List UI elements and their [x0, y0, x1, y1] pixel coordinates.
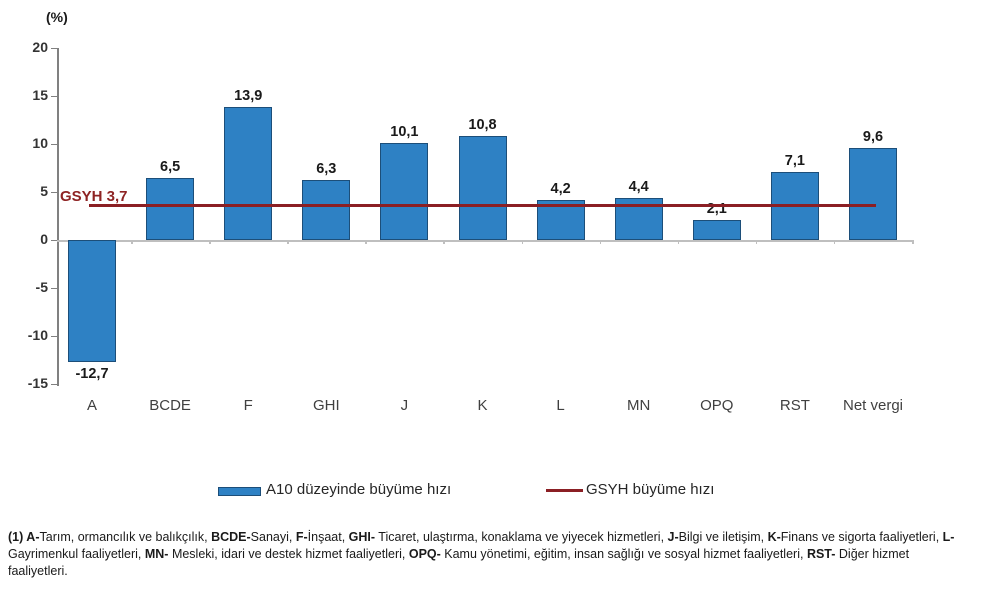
bar-A	[68, 240, 116, 362]
x-axis-tick	[287, 240, 289, 244]
legend-line-swatch	[546, 489, 583, 492]
bar-value-label-Net vergi: 9,6	[862, 128, 884, 145]
y-axis-tick-label: -15	[27, 375, 48, 391]
y-axis-tick-label: 10	[32, 135, 48, 151]
bar-value-label-J: 10,1	[390, 124, 419, 141]
bar-K	[458, 136, 507, 240]
y-axis-tick	[51, 191, 57, 193]
bar-value-label-BCDE: 6,5	[160, 158, 181, 175]
zero-baseline	[57, 240, 912, 242]
y-axis-tick	[51, 239, 57, 241]
y-axis-unit-label: (%)	[46, 9, 68, 25]
bar-value-label-RST: 7,1	[784, 152, 805, 169]
bar-value-label-F: 13,9	[234, 87, 263, 104]
footnote-segment: Mesleki, idari ve destek hizmet faaliyet…	[168, 547, 409, 561]
footnote-segment: L-	[942, 530, 955, 544]
y-axis-tick	[51, 95, 57, 97]
footnote-segment: Kamu yönetimi, eğitim, insan sağlığı ve …	[440, 547, 807, 561]
x-axis-tick	[599, 240, 602, 244]
legend-label-a10: A10 düzeyinde büyüme hızı	[266, 481, 452, 498]
bar-F	[224, 106, 273, 240]
footnote-segment: (1)	[8, 530, 27, 544]
bar-value-label-K: 10,8	[468, 117, 497, 134]
footnote-segment: OPQ-	[408, 547, 441, 561]
footnote-segment: Diğer hizmet faaliyetleri.	[8, 547, 910, 578]
footnote-segment: K-	[767, 530, 781, 544]
y-axis-tick-label: 5	[40, 183, 48, 199]
x-axis-tick	[833, 240, 836, 244]
y-axis-tick-label: 0	[40, 231, 48, 247]
footnote-segment: BCDE-	[211, 530, 251, 544]
bar-value-label-MN: 4,4	[628, 178, 649, 195]
bar-value-label-A: -12,7	[75, 365, 109, 382]
y-axis-tick-label: 15	[32, 87, 48, 103]
bar-value-label-L: 4,2	[550, 180, 571, 197]
x-axis-label-K: K	[477, 397, 488, 414]
legend-bar-swatch	[218, 487, 261, 496]
bar-OPQ	[692, 219, 741, 240]
footnote-text: (1) A-Tarım, ormancılık ve balıkçılık, B…	[8, 529, 958, 580]
bar-GHI	[302, 179, 351, 240]
footnote-segment: Tarım, ormancılık ve balıkçılık,	[39, 530, 212, 544]
footnote-segment: Bilgi ve iletişim,	[678, 530, 768, 544]
gsyh-reference-label: GSYH 3,7	[60, 188, 128, 205]
footnote-segment: J-	[667, 530, 679, 544]
legend-label-gsyh: GSYH büyüme hızı	[586, 481, 715, 498]
footnote-segment: GHI-	[348, 530, 376, 544]
x-axis-tick	[443, 240, 445, 244]
x-axis-tick	[912, 240, 914, 244]
y-axis-tick	[51, 335, 57, 337]
x-axis-label-GHI: GHI	[312, 397, 340, 414]
y-axis-tick	[51, 47, 57, 49]
x-axis-tick	[365, 240, 367, 244]
footnote-segment: A-	[26, 530, 40, 544]
footnote-segment: Ticaret, ulaştırma, konaklama ve yiyecek…	[375, 530, 668, 544]
y-axis-tick	[51, 287, 57, 289]
y-axis-tick-label: -10	[27, 327, 48, 343]
footnote-segment: MN-	[144, 547, 169, 561]
gsyh-reference-line	[89, 204, 876, 207]
footnote-segment: İnşaat,	[307, 530, 349, 544]
x-axis-label-A: A	[86, 397, 97, 414]
bar-J	[380, 143, 429, 240]
x-axis-tick	[677, 240, 680, 244]
x-axis-label-MN: MN	[627, 397, 651, 414]
footnote-segment: Gayrimenkul faaliyetleri,	[8, 547, 145, 561]
bar-value-label-GHI: 6,3	[316, 160, 337, 177]
x-axis-label-BCDE: BCDE	[149, 397, 191, 414]
y-axis-tick-label: 20	[32, 39, 48, 55]
x-axis-label-RST: RST	[779, 397, 810, 414]
y-axis-tick	[51, 143, 57, 145]
footnote-segment: Sanayi,	[250, 530, 296, 544]
y-axis-line	[57, 48, 59, 386]
x-axis-tick	[209, 240, 211, 244]
x-axis-label-Net vergi: Net vergi	[842, 397, 904, 414]
x-axis-tick	[131, 240, 133, 244]
x-axis-tick	[755, 240, 758, 244]
footnote-segment: F-	[295, 530, 308, 544]
y-axis-tick-label: -5	[35, 279, 48, 295]
bar-BCDE	[146, 177, 195, 240]
y-axis-tick	[51, 383, 57, 385]
x-axis-label-L: L	[556, 397, 565, 414]
bar-Net vergi	[849, 147, 897, 240]
footnote-segment: Finans ve sigorta faaliyetleri,	[780, 530, 943, 544]
x-axis-label-J: J	[400, 397, 409, 414]
x-axis-tick	[521, 240, 524, 244]
x-axis-label-OPQ: OPQ	[700, 397, 734, 414]
footnote-segment: RST-	[806, 547, 836, 561]
x-axis-label-F: F	[243, 397, 253, 414]
